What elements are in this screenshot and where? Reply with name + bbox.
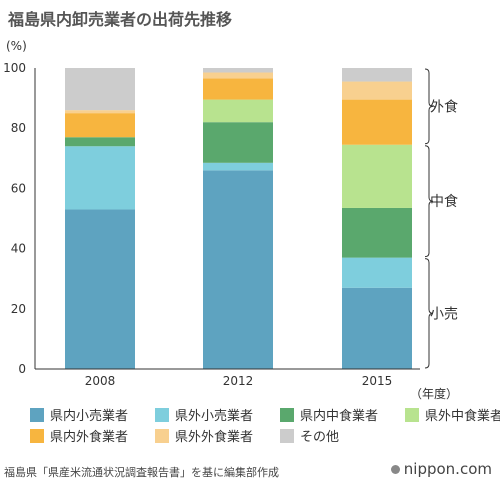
y-tick-label: 60 bbox=[11, 181, 26, 195]
y-unit-label: (%) bbox=[6, 39, 27, 53]
legend-swatch bbox=[30, 407, 44, 422]
bracket-annotation bbox=[424, 145, 434, 258]
legend-label: 県内小売業者 bbox=[50, 409, 129, 424]
bar-segment bbox=[342, 144, 412, 208]
x-tick-label: 2012 bbox=[223, 374, 254, 388]
bar-segment bbox=[203, 170, 273, 369]
bar-segment bbox=[203, 99, 273, 123]
brand-dot-icon bbox=[390, 464, 400, 474]
y-tick-label: 0 bbox=[18, 362, 26, 376]
legend-item: 県外中食業者 bbox=[405, 405, 500, 424]
y-tick-label: 20 bbox=[11, 302, 26, 316]
legend-swatch bbox=[155, 407, 169, 422]
source-note: 福島県「県産米流通状況調査報告書」を基に編集部作成 bbox=[4, 466, 279, 479]
legend-swatch bbox=[30, 428, 44, 443]
legend-label: 県外中食業者 bbox=[425, 409, 500, 424]
legend-item: 県内小売業者 bbox=[30, 405, 128, 424]
legend-label: 県外外食業者 bbox=[175, 430, 254, 445]
legend-swatch bbox=[155, 428, 169, 443]
legend-label: 県外小売業者 bbox=[175, 409, 254, 424]
chart-title: 福島県内卸売業者の出荷先推移 bbox=[8, 10, 233, 29]
brand-logo: nippon.com bbox=[390, 460, 492, 478]
bar-segment bbox=[65, 68, 135, 111]
bar-segment bbox=[203, 68, 273, 73]
bar-segment bbox=[203, 72, 273, 79]
legend-item: 県内中食業者 bbox=[280, 405, 378, 424]
y-tick-label: 100 bbox=[3, 61, 26, 75]
bar-segment bbox=[65, 110, 135, 114]
legend-item: その他 bbox=[280, 426, 339, 445]
x-tick-label: 2015 bbox=[362, 374, 393, 388]
bar-segment bbox=[65, 209, 135, 369]
legend-swatch bbox=[280, 407, 294, 422]
bar-segment bbox=[203, 122, 273, 163]
bar-segment bbox=[65, 137, 135, 147]
bar-segment bbox=[203, 78, 273, 100]
bar-segment bbox=[65, 146, 135, 210]
bracket-label: 外食 bbox=[430, 98, 458, 115]
bar-segment bbox=[342, 99, 412, 145]
legend-label: 県内外食業者 bbox=[50, 430, 129, 445]
bar-segment bbox=[203, 162, 273, 171]
x-unit-label: （年度） bbox=[410, 386, 458, 400]
y-tick-label: 40 bbox=[11, 242, 26, 256]
x-tick-label: 2008 bbox=[85, 374, 116, 388]
legend-label: その他 bbox=[300, 430, 340, 445]
legend-item: 県内外食業者 bbox=[30, 426, 128, 445]
bracket-label: 中食 bbox=[430, 193, 458, 210]
legend-swatch bbox=[405, 407, 419, 422]
bracket-annotation bbox=[424, 258, 434, 369]
bar-segment bbox=[342, 81, 412, 100]
bar-segment bbox=[342, 68, 412, 82]
bar-segment bbox=[65, 113, 135, 138]
bracket-annotation bbox=[424, 68, 434, 145]
brand-name: nippon.com bbox=[403, 460, 492, 478]
y-tick-label: 80 bbox=[11, 121, 26, 135]
bar-segment bbox=[342, 287, 412, 369]
bar-segment bbox=[342, 207, 412, 258]
legend-label: 県内中食業者 bbox=[300, 409, 379, 424]
legend-item: 県外外食業者 bbox=[155, 426, 253, 445]
legend-swatch bbox=[280, 428, 294, 443]
bracket-label: 小売 bbox=[430, 306, 458, 322]
legend-item: 県外小売業者 bbox=[155, 405, 253, 424]
bar-segment bbox=[342, 257, 412, 288]
